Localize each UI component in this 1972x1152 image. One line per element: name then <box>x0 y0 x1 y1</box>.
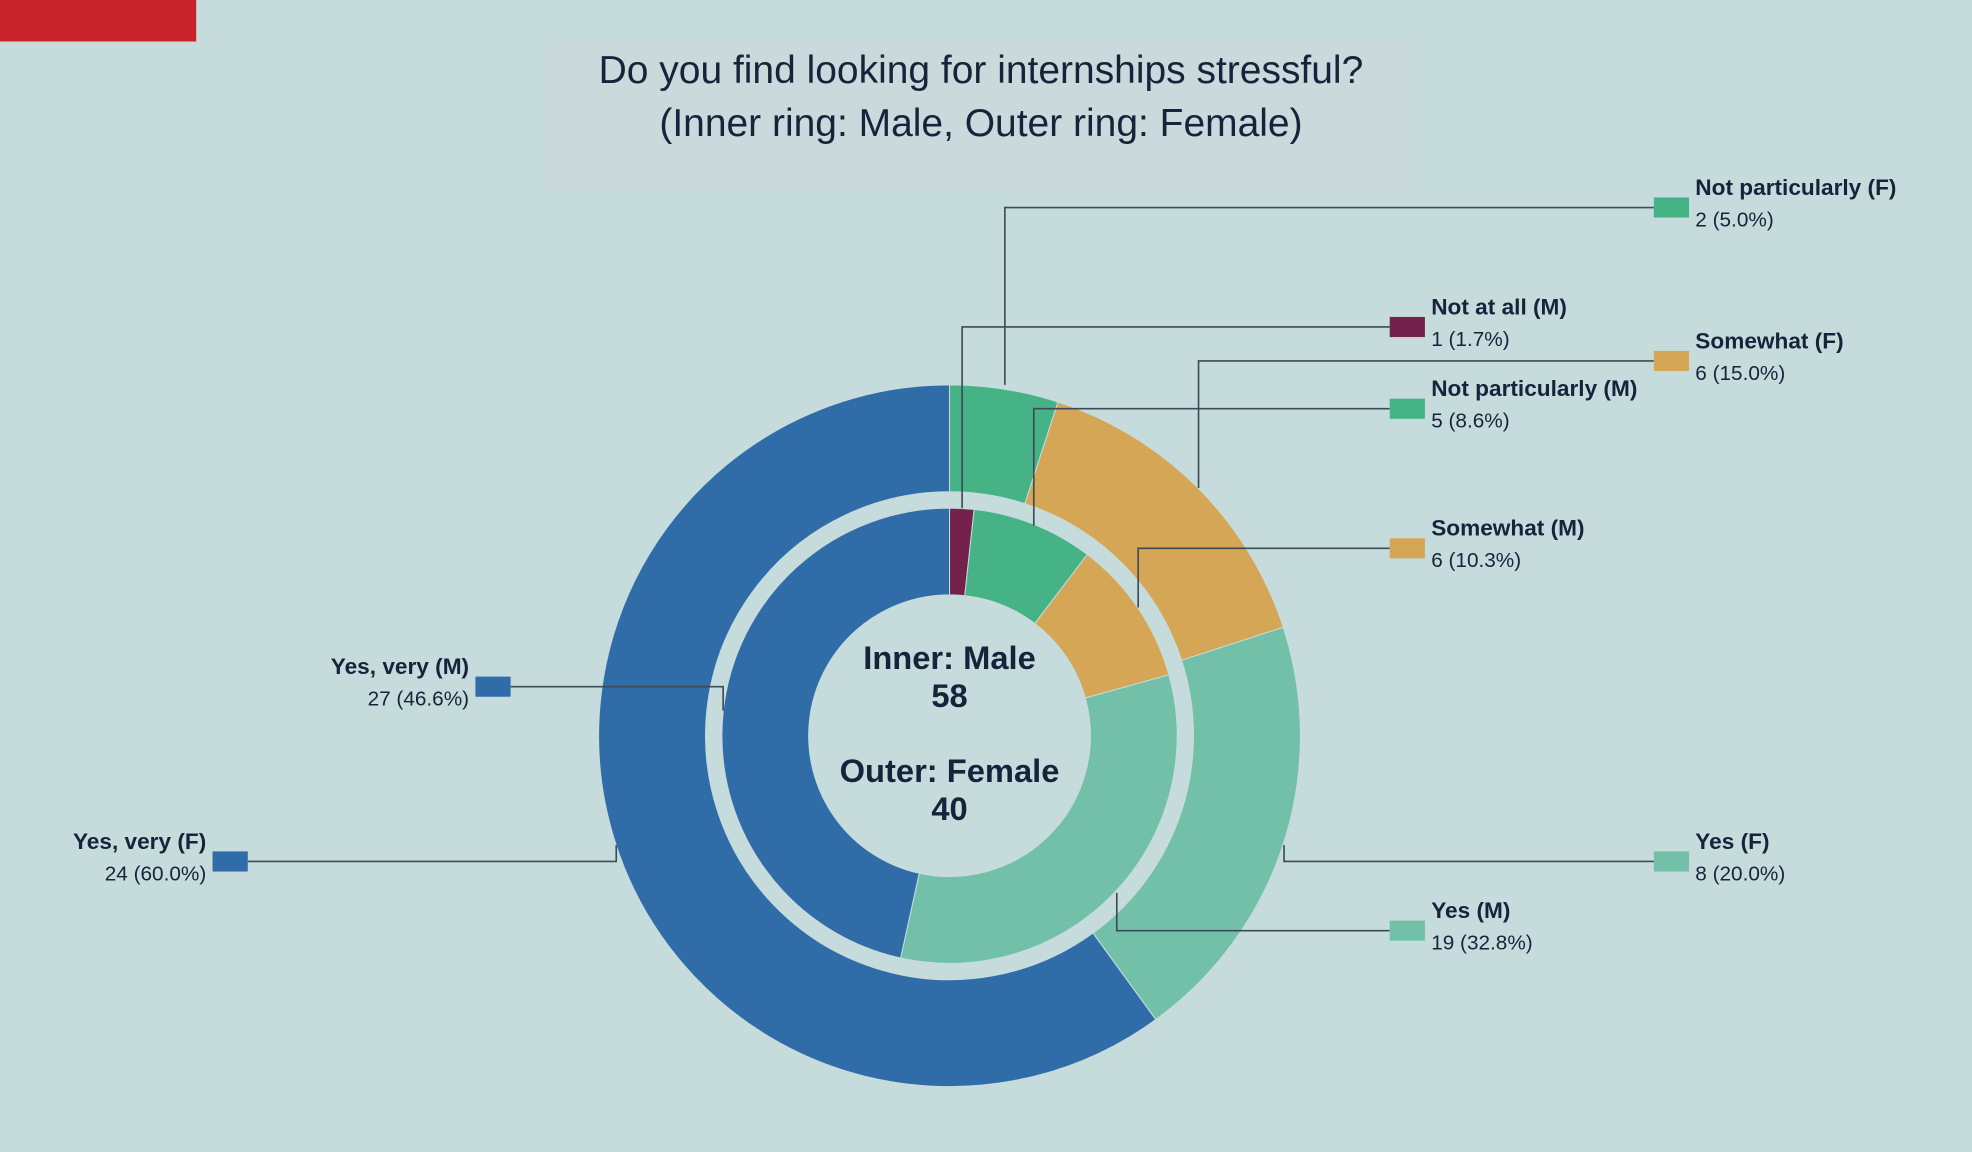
leader-line-not-particularly-f <box>1004 206 1654 385</box>
slice-label-somewhat-f: Somewhat (F) <box>1695 328 1843 353</box>
leader-line-yes-very-f <box>247 845 618 863</box>
slice-value-yes-m: 19 (32.8%) <box>1431 932 1533 955</box>
slice-label-somewhat-m: Somewhat (M) <box>1431 516 1584 541</box>
legend-swatch-not-particularly-m <box>1389 398 1425 419</box>
red-corner-tab <box>0 0 197 42</box>
slice-value-not-at-all-m: 1 (1.7%) <box>1431 328 1509 351</box>
legend-swatch-yes-very-f <box>212 851 248 872</box>
center-inner-total: 58 <box>931 677 967 714</box>
slice-outer-yes[interactable] <box>1092 626 1301 1021</box>
slice-label-yes-f: Yes (F) <box>1695 829 1769 854</box>
leader-lines <box>247 206 1654 932</box>
leader-line-somewhat-m <box>1137 547 1390 608</box>
slice-label-yes-very-f: Yes, very (F) <box>73 829 206 854</box>
legend-swatch-somewhat-f <box>1653 350 1690 372</box>
legend-swatch-yes-m <box>1389 920 1425 941</box>
slice-label-not-at-all-m: Not at all (M) <box>1431 294 1567 319</box>
center-outer-total: 40 <box>931 790 967 827</box>
leader-line-not-particularly-m <box>1032 407 1390 526</box>
title-background <box>547 37 1413 190</box>
leader-line-yes-very-m <box>510 685 724 711</box>
slice-inner-yes-very[interactable] <box>721 507 951 959</box>
slice-value-not-particularly-f: 2 (5.0%) <box>1695 208 1773 231</box>
center-inner-label: Inner: Male <box>863 639 1036 676</box>
legend-swatch-not-particularly-f <box>1653 197 1690 218</box>
chart-subtitle: (Inner ring: Male, Outer ring: Female) <box>659 102 1302 145</box>
leader-line-yes-f <box>1283 845 1654 863</box>
legend-swatch-not-at-all-m <box>1389 316 1425 338</box>
slice-labels: Not at all (M) 1 (1.7%) Not particularly (… <box>73 175 1897 955</box>
slice-value-yes-f: 8 (20.0%) <box>1695 862 1785 885</box>
center-outer-label: Outer: Female <box>840 752 1060 789</box>
slice-label-yes-m: Yes (M) <box>1431 898 1510 923</box>
slice-value-yes-very-m: 27 (46.6%) <box>368 688 470 711</box>
slice-label-not-particularly-m: Not particularly (M) <box>1431 376 1637 401</box>
rings <box>598 384 1301 1088</box>
slice-value-yes-very-f: 24 (60.0%) <box>105 862 207 885</box>
chart-title: Do you find looking for internships stre… <box>599 49 1364 92</box>
legend-swatch-somewhat-m <box>1389 538 1425 559</box>
leader-line-somewhat-f <box>1197 360 1654 488</box>
slice-value-somewhat-f: 6 (15.0%) <box>1695 362 1785 385</box>
slice-outer-yes-very[interactable] <box>598 384 1157 1088</box>
leader-line-yes-m <box>1115 892 1390 932</box>
slice-label-yes-very-m: Yes, very (M) <box>331 654 469 679</box>
slice-value-not-particularly-m: 5 (8.6%) <box>1431 410 1509 433</box>
slice-label-not-particularly-f: Not particularly (F) <box>1695 175 1896 200</box>
slice-inner-yes[interactable] <box>899 674 1178 964</box>
legend-swatch-yes-very-m <box>475 676 511 697</box>
legend-swatch-yes-f <box>1653 851 1690 872</box>
leader-line-not-at-all-m <box>961 326 1390 509</box>
slice-value-somewhat-m: 6 (10.3%) <box>1431 549 1521 572</box>
